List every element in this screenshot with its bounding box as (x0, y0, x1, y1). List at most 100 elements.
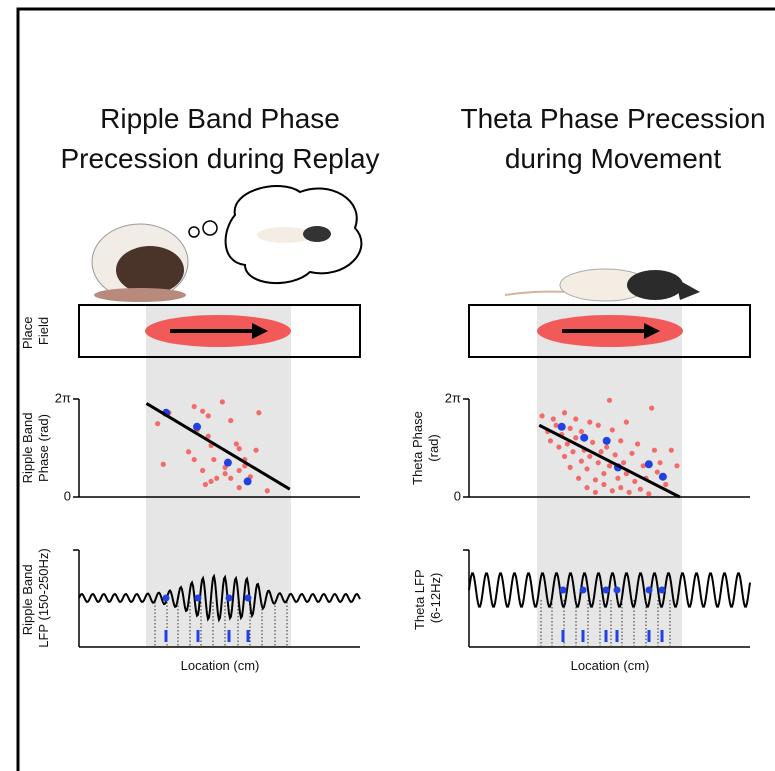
point (575, 475, 582, 481)
point (557, 422, 566, 431)
point (200, 408, 206, 414)
spike (647, 630, 651, 642)
point (618, 485, 624, 491)
point (654, 469, 660, 475)
point (236, 467, 242, 474)
point (208, 478, 214, 485)
point (609, 488, 615, 494)
y-tick-label: 0 (454, 488, 461, 503)
point (632, 478, 638, 485)
point (637, 486, 644, 492)
fit-line (538, 423, 681, 499)
spike (660, 630, 664, 642)
point (561, 410, 568, 416)
title-line: Theta Phase Precession (460, 103, 765, 134)
label-line: (rad) (426, 434, 441, 461)
point (253, 447, 259, 453)
spike (164, 630, 168, 642)
point (649, 405, 655, 411)
axis-label: Theta LFP (6-12Hz) (412, 566, 443, 630)
x-axis-label: Location (cm) (571, 658, 650, 673)
lfp-trace (78, 573, 361, 623)
point (191, 403, 197, 410)
spike-dot (244, 594, 252, 602)
point (160, 461, 166, 467)
point (590, 439, 596, 446)
spike-dot (194, 594, 202, 602)
point (629, 450, 635, 456)
point (592, 477, 599, 483)
spike-dot (602, 586, 610, 594)
point (595, 422, 601, 428)
point (620, 460, 627, 466)
point (214, 475, 220, 481)
point (567, 425, 573, 431)
point (580, 433, 589, 442)
point (606, 397, 613, 403)
title-line: during Movement (505, 143, 722, 174)
label-line: Ripple Band (20, 413, 35, 484)
point (578, 458, 585, 464)
point (200, 467, 206, 474)
point (618, 438, 624, 444)
point (567, 464, 573, 470)
point (205, 413, 211, 419)
spike-dot (613, 586, 621, 594)
point (584, 485, 590, 491)
spike (196, 630, 200, 642)
point (256, 410, 262, 416)
y-axis-label: Theta Phase(rad) (410, 411, 441, 485)
label-line: Place (20, 317, 35, 350)
spike-dot (559, 586, 567, 594)
point (561, 453, 568, 460)
title-line: Ripple Band Phase (100, 103, 340, 134)
point (612, 452, 618, 458)
point (264, 488, 270, 494)
y-tick-label: 0 (64, 488, 71, 503)
label-line: Field (36, 317, 51, 345)
point (233, 441, 239, 447)
point (623, 471, 629, 477)
point (595, 460, 601, 466)
point (222, 471, 228, 477)
point (640, 463, 646, 469)
point (564, 441, 570, 447)
point (191, 456, 197, 463)
point (228, 475, 234, 481)
lfp-trace (468, 572, 751, 608)
point (584, 466, 590, 472)
point (626, 489, 632, 495)
point (668, 447, 674, 453)
point (657, 460, 663, 466)
point (635, 441, 641, 447)
title-line: Precession during Replay (60, 143, 379, 174)
point (236, 446, 242, 452)
point (601, 481, 607, 488)
point (211, 456, 217, 463)
point (658, 472, 667, 481)
fit-line (145, 402, 291, 491)
point (615, 475, 621, 481)
point (236, 485, 242, 491)
point (606, 463, 613, 469)
point (592, 489, 599, 495)
point (553, 422, 559, 428)
point (573, 435, 579, 441)
x-axis-label: Location (cm) (181, 658, 260, 673)
lfp-axes (73, 549, 750, 648)
y-axis-label: Ripple BandPhase (rad) (20, 413, 51, 484)
point (578, 428, 585, 435)
point (644, 460, 653, 469)
point (570, 449, 576, 455)
point (587, 453, 593, 460)
spike (615, 630, 619, 642)
axis-label: Place Field (20, 313, 51, 349)
label-line: LFP (150-250Hz) (36, 548, 51, 647)
point (604, 444, 610, 450)
spike-dot (579, 586, 587, 594)
point (185, 449, 192, 455)
point (602, 436, 611, 445)
point (547, 438, 554, 444)
spike (227, 630, 231, 642)
